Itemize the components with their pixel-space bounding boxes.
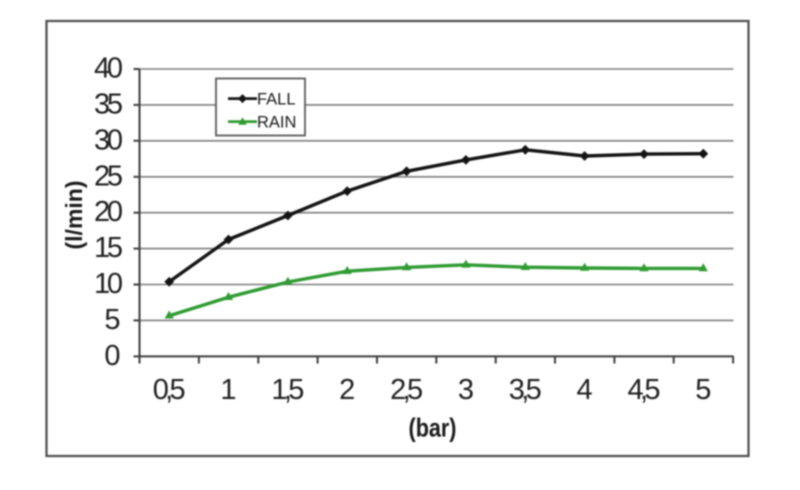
svg-text:5: 5 [104,304,120,336]
svg-text:40: 40 [94,53,123,85]
svg-text:(bar): (bar) [409,413,457,443]
svg-text:1: 1 [220,374,236,406]
svg-text:FALL: FALL [257,90,296,108]
svg-text:4: 4 [577,374,593,406]
svg-text:1,5: 1,5 [271,374,304,406]
svg-text:0,5: 0,5 [153,374,186,406]
svg-text:RAIN: RAIN [257,113,296,131]
svg-text:15: 15 [94,232,123,264]
svg-text:(l/min): (l/min) [61,181,87,250]
svg-text:25: 25 [94,160,123,192]
svg-text:3,5: 3,5 [509,374,542,406]
svg-text:0: 0 [104,340,120,372]
svg-text:2: 2 [339,374,355,406]
svg-text:30: 30 [94,124,123,156]
svg-text:10: 10 [94,268,123,300]
svg-text:3: 3 [458,374,474,406]
svg-text:2,5: 2,5 [390,374,423,406]
svg-text:4,5: 4,5 [628,374,661,406]
svg-text:35: 35 [94,88,123,120]
svg-text:20: 20 [94,196,123,228]
svg-text:5: 5 [695,374,711,406]
